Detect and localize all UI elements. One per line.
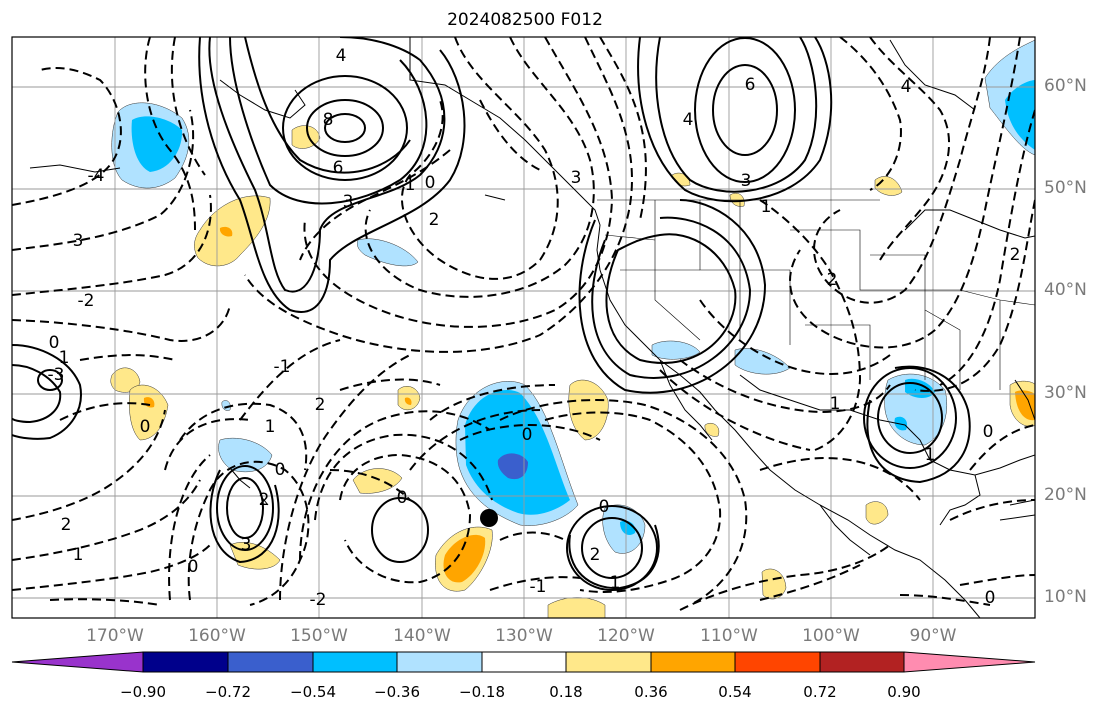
contour-label: 0	[985, 588, 996, 608]
contour-label: 0	[188, 557, 199, 577]
colorbar-label: 0.72	[803, 683, 837, 701]
lat-label-30n: 30°N	[1044, 383, 1087, 403]
colorbar-label: −0.90	[120, 683, 166, 701]
lat-label-50n: 50°N	[1044, 178, 1087, 198]
contour-label: -2	[310, 590, 327, 610]
contour-label: 1	[925, 445, 936, 465]
colorbar-segment	[227, 651, 314, 673]
contour-label: 0	[425, 173, 436, 193]
lon-label-170w: 170°W	[86, 626, 144, 646]
contour-label: 2	[61, 515, 72, 535]
contour-label: 0	[397, 488, 408, 508]
contour-label: 0	[599, 497, 610, 517]
colorbar-segment	[481, 651, 567, 673]
contour-label: 3	[241, 535, 252, 555]
contour-label: -2	[78, 291, 95, 311]
dashed-contours	[12, 37, 1035, 611]
contour-label: 1	[610, 573, 621, 593]
contour-label: 4	[683, 110, 694, 130]
contour-label: 2	[590, 545, 601, 565]
colorbar-label: −0.54	[290, 683, 336, 701]
contour-label: 0	[275, 460, 286, 480]
colorbar-segment	[142, 651, 229, 673]
contour-label: 0	[983, 422, 994, 442]
lon-label-130w: 130°W	[495, 626, 553, 646]
colorbar-extend-low	[11, 651, 144, 673]
colorbar-label: −0.18	[459, 683, 505, 701]
lat-label-20n: 20°N	[1044, 485, 1087, 505]
colorbar-segment	[734, 651, 821, 673]
lon-label-100w: 100°W	[802, 626, 860, 646]
lat-label-10n: 10°N	[1044, 587, 1087, 607]
contour-label: 2	[259, 490, 270, 510]
contour-label: 2	[315, 395, 326, 415]
colorbar-segment	[650, 651, 736, 673]
colorbar-label: 0.54	[718, 683, 752, 701]
storm-center-marker	[480, 509, 498, 527]
contour-label: 0	[49, 333, 60, 353]
contour-label: -1	[274, 357, 291, 377]
lon-label-140w: 140°W	[393, 626, 451, 646]
contour-label: 0	[140, 417, 151, 437]
contour-label: -1	[530, 577, 547, 597]
map-title: 2024082500 F012	[447, 10, 603, 30]
map-frame	[11, 36, 1036, 619]
contour-label: 1	[830, 394, 841, 414]
colorbar-label: −0.36	[374, 683, 420, 701]
colorbar-label: 0.36	[634, 683, 668, 701]
contour-label: 3	[73, 231, 84, 251]
lon-label-110w: 110°W	[700, 626, 758, 646]
state-borders	[597, 199, 1035, 390]
contour-label: 3	[571, 168, 582, 188]
colorbar-label: −0.72	[205, 683, 251, 701]
contour-label: 1	[73, 545, 84, 565]
contour-label: 1	[405, 175, 416, 195]
colorbar-label: 0.18	[549, 683, 583, 701]
colorbar-segment	[312, 651, 398, 673]
contour-label: 1	[761, 197, 772, 217]
contour-label: 3	[343, 192, 354, 212]
contour-label: 6	[745, 75, 756, 95]
colorbar-segment	[819, 651, 905, 673]
colorbar-segment	[396, 651, 483, 673]
colorbar	[11, 651, 1036, 673]
contour-label: 0	[522, 425, 533, 445]
solid-contours	[12, 37, 971, 591]
lon-label-150w: 150°W	[290, 626, 348, 646]
contour-label: 2	[827, 270, 838, 290]
contour-label: 4	[901, 77, 912, 97]
contour-labels: 4 8 6 3 1 0 2 6 4 3 1 3 -4 3 -2 0 1 -3 -…	[48, 46, 1021, 610]
contour-label: 1	[59, 348, 70, 368]
lat-label-40n: 40°N	[1044, 280, 1087, 300]
contour-label: -4	[88, 166, 105, 186]
contour-label: 1	[265, 417, 276, 437]
colorbar-label: 0.90	[887, 683, 921, 701]
lon-label-90w: 90°W	[909, 626, 957, 646]
coastlines	[29, 37, 1035, 618]
lat-label-60n: 60°N	[1044, 76, 1087, 96]
lon-label-160w: 160°W	[188, 626, 246, 646]
lon-label-120w: 120°W	[597, 626, 655, 646]
contour-label: 8	[323, 110, 334, 130]
contour-label: 6	[333, 158, 344, 178]
colorbar-extend-high	[903, 651, 1036, 673]
contour-label: 2	[1010, 245, 1021, 265]
contour-label: 4	[336, 46, 347, 66]
contour-label: 2	[429, 210, 440, 230]
contour-label: -3	[48, 365, 65, 385]
contour-label: 3	[741, 171, 752, 191]
colorbar-segment	[565, 651, 652, 673]
